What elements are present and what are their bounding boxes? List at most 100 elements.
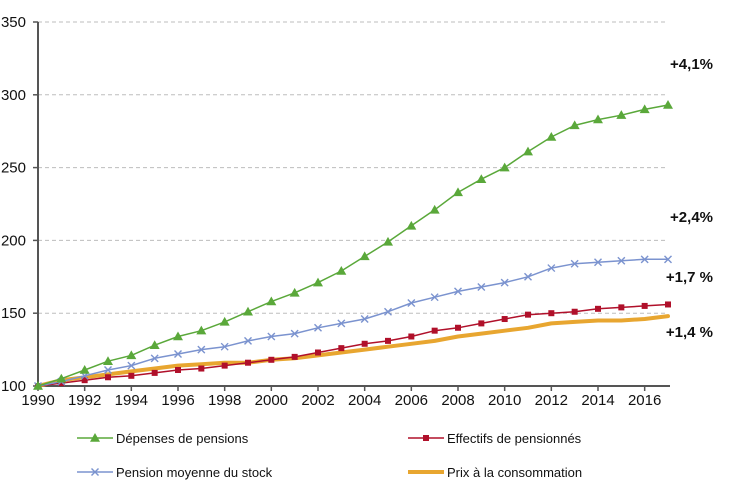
data-point-square [665, 301, 671, 308]
x-stroke [150, 354, 159, 363]
data-point-x [430, 293, 439, 302]
x-tick-label: 2004 [348, 392, 381, 409]
y-tick-label: 200 [1, 232, 26, 249]
x-stroke [244, 336, 252, 345]
data-point-triangle [336, 265, 347, 275]
data-point-triangle [90, 433, 100, 442]
data-point-triangle [616, 110, 627, 119]
data-point-triangle [266, 296, 277, 306]
data-point-triangle [196, 325, 207, 335]
data-point-square [338, 345, 345, 352]
x-stroke [407, 299, 416, 308]
x-tick-label: 2012 [535, 392, 568, 409]
data-point-x [290, 329, 299, 338]
x-tick-label: 2006 [395, 392, 428, 409]
data-point-square [315, 349, 321, 356]
series-prix-la-consommation [36, 314, 670, 388]
data-point-x [314, 323, 322, 332]
x-stroke [337, 319, 346, 328]
x-tick-label: 2008 [441, 392, 474, 409]
data-point-square [525, 311, 531, 318]
x-stroke [454, 287, 462, 296]
data-point-square [618, 304, 625, 311]
data-point-square [385, 337, 391, 344]
data-point-x [267, 332, 276, 341]
series-line [37, 104, 669, 387]
gridlines [38, 21, 668, 314]
data-point-triangle [313, 277, 323, 287]
data-point-x [91, 468, 99, 476]
data-point-square [408, 333, 415, 340]
data-point-square [175, 366, 181, 373]
data-point-square [641, 302, 648, 309]
data-point-triangle [546, 132, 557, 141]
data-point-triangle [383, 236, 393, 246]
x-stroke [664, 255, 672, 264]
x-tick-label: 2016 [628, 392, 661, 409]
data-point-triangle [593, 114, 603, 124]
x-stroke [594, 258, 602, 267]
data-point-triangle [359, 251, 370, 261]
data-point-square [595, 305, 601, 312]
x-tick-label: 1992 [68, 392, 101, 409]
x-stroke [547, 264, 556, 273]
data-point-x [337, 319, 346, 328]
y-tick-label: 250 [1, 160, 26, 177]
data-point-x [594, 258, 602, 267]
series-line [37, 258, 669, 387]
data-point-triangle [569, 120, 580, 130]
legend-item: Dépenses de pensions [77, 431, 249, 446]
data-point-triangle [523, 146, 533, 156]
data-point-square [423, 435, 429, 441]
x-stroke [570, 259, 579, 268]
x-stroke [174, 349, 182, 358]
data-point-square [431, 327, 438, 334]
data-point-triangle [243, 306, 253, 316]
x-stroke [104, 365, 112, 374]
x-axis-ticks: 1990 1992 1994 1996 1998 2000 2002 2004 2006 2008… [21, 386, 661, 409]
x-tick-label: 2014 [581, 392, 614, 409]
data-point-x [104, 365, 112, 374]
series-d-penses-de-pensions [33, 99, 673, 390]
series-line [37, 303, 669, 387]
legend-item: Pension moyenne du stock [77, 465, 273, 480]
data-point-square [245, 359, 251, 366]
growth-annotation: +1,4 % [666, 324, 713, 341]
series-effectifs-de-pensionn-s [35, 301, 671, 389]
data-point-x [477, 282, 486, 291]
legend-label: Prix à la consommation [447, 465, 582, 480]
data-point-x [197, 345, 206, 354]
legend-label: Pension moyenne du stock [116, 465, 273, 480]
data-point-triangle [126, 350, 137, 360]
x-stroke [197, 345, 206, 354]
legend: Dépenses de pensions Effectifs de pension… [77, 431, 582, 480]
data-point-triangle [289, 287, 300, 297]
data-point-triangle [149, 340, 160, 349]
x-stroke [430, 293, 439, 302]
data-point-triangle [103, 356, 113, 365]
data-point-square [105, 374, 111, 381]
data-point-triangle [56, 373, 67, 383]
series-group [33, 99, 673, 390]
data-point-square [151, 369, 158, 376]
legend-item: Prix à la consommation [408, 465, 582, 480]
data-point-x [547, 264, 556, 273]
x-stroke [220, 342, 229, 351]
x-stroke [384, 307, 392, 316]
data-point-square [548, 310, 555, 317]
y-tick-label: 150 [1, 305, 26, 322]
data-point-x [150, 354, 159, 363]
data-point-x [640, 255, 649, 264]
x-tick-label: 1994 [115, 392, 148, 409]
data-point-square [58, 380, 65, 387]
data-point-square [268, 356, 275, 363]
data-point-square [128, 372, 135, 379]
data-point-triangle [453, 187, 463, 197]
axes [37, 22, 670, 387]
data-point-triangle [173, 331, 183, 341]
x-stroke [500, 278, 509, 287]
data-point-square [478, 320, 485, 327]
data-point-x [500, 278, 509, 287]
data-point-square [81, 377, 88, 384]
